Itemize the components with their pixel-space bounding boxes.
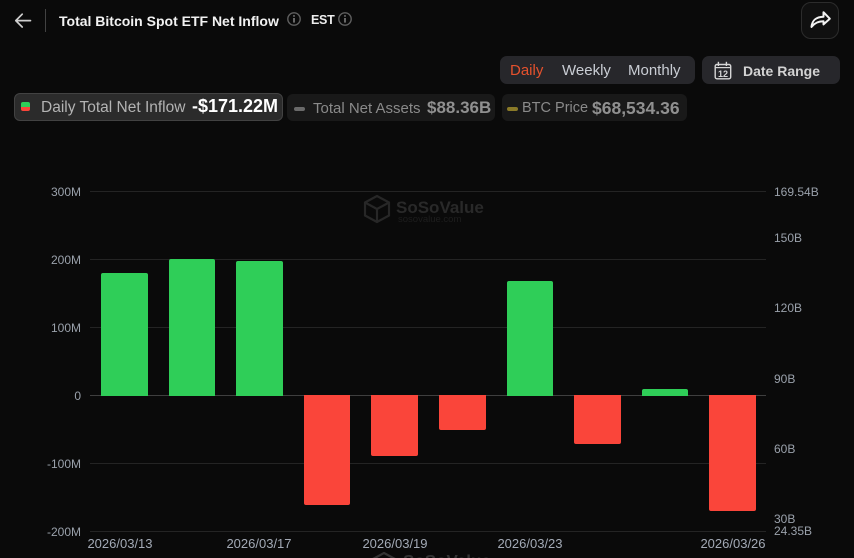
svg-text:sosovalue.com: sosovalue.com: [398, 214, 461, 224]
svg-text:12: 12: [718, 69, 728, 79]
svg-text:SoSoValue: SoSoValue: [396, 198, 484, 217]
svg-text:SoSoValue: SoSoValue: [403, 552, 491, 558]
